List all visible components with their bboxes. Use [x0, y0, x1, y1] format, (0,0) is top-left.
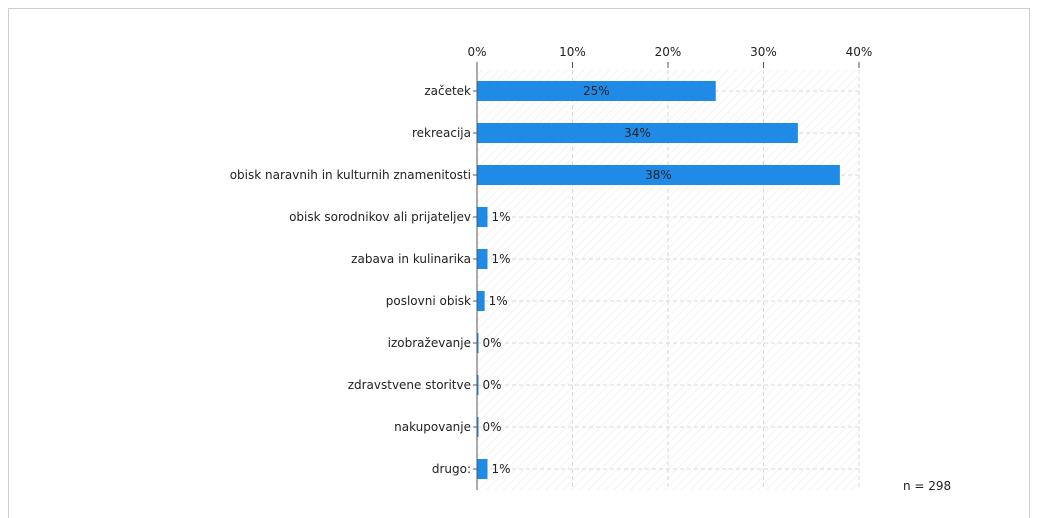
category-label: izobraževanje: [388, 336, 471, 350]
category-label: drugo:: [432, 462, 471, 476]
bar: [477, 459, 488, 479]
bar: [477, 123, 798, 143]
category-label: obisk naravnih in kulturnih znamenitosti: [230, 168, 471, 182]
category-label: začetek: [424, 84, 471, 98]
bar: [477, 249, 488, 269]
x-tick-label: 30%: [750, 45, 777, 59]
sample-size-label: n = 298: [903, 479, 952, 493]
x-tick-label: 40%: [846, 45, 873, 59]
x-axis-ticks: 0% 10% 20% 30% 40%: [467, 45, 872, 68]
data-label: 34%: [624, 126, 651, 140]
bar: [477, 165, 840, 185]
data-label: 0%: [483, 420, 502, 434]
bar: [477, 207, 488, 227]
bar: [477, 333, 479, 353]
data-label: 1%: [489, 294, 508, 308]
bar: [477, 81, 716, 101]
bar: [477, 375, 479, 395]
bars: 25% 34% 38% 1% 1% 1% 0% 0% 0% 1%: [477, 81, 840, 479]
category-label: nakupovanje: [394, 420, 471, 434]
data-label: 1%: [492, 210, 511, 224]
data-label: 38%: [645, 168, 672, 182]
x-tick-label: 20%: [655, 45, 682, 59]
category-label: zabava in kulinarika: [351, 252, 471, 266]
x-tick-label: 0%: [467, 45, 486, 59]
data-label: 0%: [483, 378, 502, 392]
category-label: zdravstvene storitve: [348, 378, 471, 392]
x-tick-label: 10%: [559, 45, 586, 59]
data-label: 0%: [483, 336, 502, 350]
category-label: obisk sorodnikov ali prijateljev: [289, 210, 471, 224]
bar: [477, 291, 485, 311]
data-label: 1%: [492, 462, 511, 476]
data-label: 1%: [492, 252, 511, 266]
category-labels: začetek rekreacija obisk naravnih in kultu…: [230, 84, 477, 476]
category-label: poslovni obisk: [386, 294, 471, 308]
data-label: 25%: [583, 84, 610, 98]
bar: [477, 417, 479, 437]
category-label: rekreacija: [412, 126, 471, 140]
